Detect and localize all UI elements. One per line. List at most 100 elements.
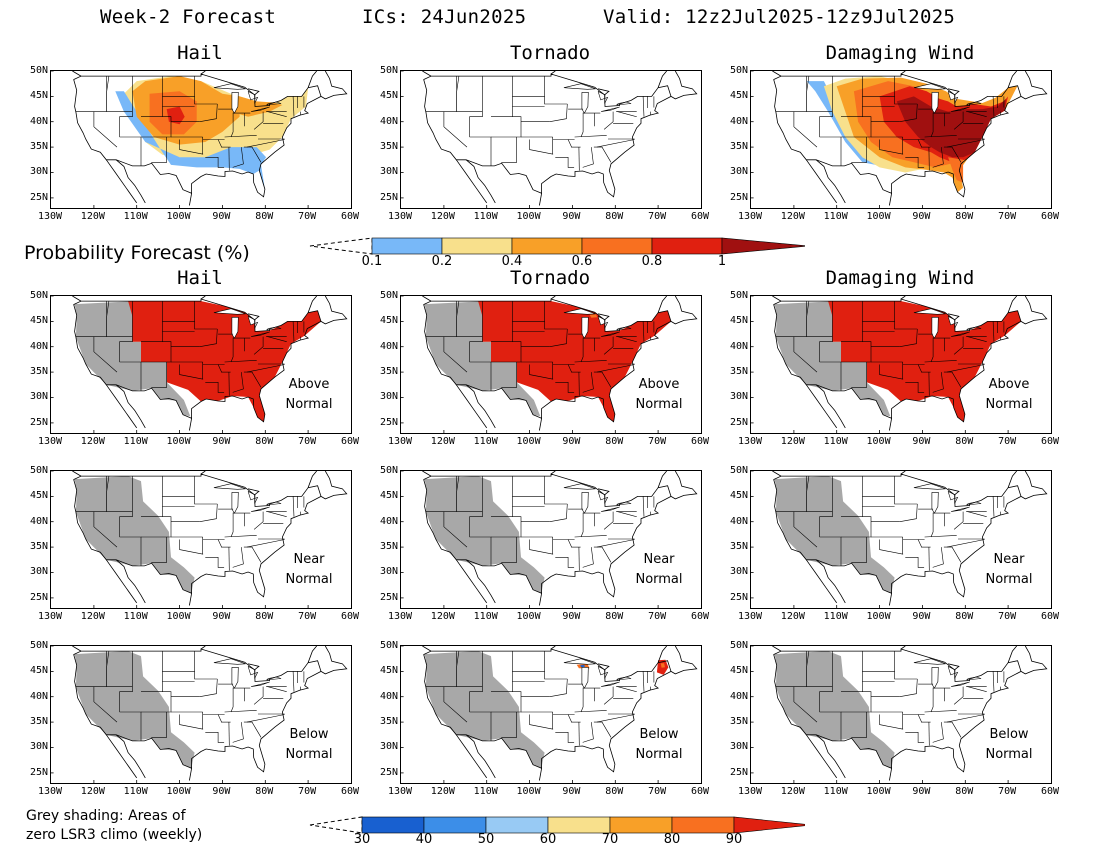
state-boundary (899, 103, 918, 122)
state-boundary (217, 364, 222, 373)
state-boundary (582, 722, 594, 743)
state-boundary (894, 651, 918, 680)
footnote-line2: zero LSR3 climo (weekly) (26, 827, 203, 843)
coastline (72, 646, 82, 652)
state-boundary (243, 546, 262, 563)
state-boundary (819, 136, 842, 166)
lon-tick-label: 60W (1040, 211, 1060, 222)
lon-tick-label: 110W (823, 611, 848, 622)
above-normal-label: Above Normal (969, 375, 1049, 415)
coastline (105, 159, 138, 204)
lake-outline (601, 106, 620, 112)
state-boundary (230, 112, 234, 138)
us-map (401, 646, 698, 783)
coastline (422, 296, 432, 302)
lat-tick-label: 50N (29, 640, 48, 651)
lat-tick-label: 25N (29, 766, 48, 778)
lon-tick-label: 60W (1040, 786, 1060, 797)
state-boundary (243, 146, 262, 163)
map-panel-hail-row3 (50, 645, 352, 784)
state-boundary (806, 301, 810, 337)
state-boundary (93, 111, 118, 148)
lat-tick-label: 50N (379, 65, 398, 76)
state-boundary (194, 301, 218, 330)
coastline (772, 646, 782, 652)
lon-tick-label: 110W (123, 436, 148, 447)
lon-tick-label: 70W (298, 611, 317, 622)
coastline (772, 296, 782, 302)
state-boundary (943, 371, 962, 388)
state-boundary (596, 714, 635, 723)
lon-tick-label: 100W (166, 611, 191, 622)
coastline (539, 768, 542, 781)
state-boundary (456, 301, 460, 337)
state-boundary (179, 139, 204, 155)
state-boundary (230, 337, 234, 363)
state-boundary (529, 539, 554, 555)
coastline (900, 296, 906, 300)
lon-tick-label: 70W (998, 611, 1017, 622)
state-boundary (179, 714, 204, 730)
lake-michigan (931, 492, 939, 514)
lake-outline (581, 491, 589, 514)
row-label-line1: Near (293, 552, 325, 567)
coastline (200, 71, 206, 75)
state-boundary (501, 362, 517, 388)
lake-outline (247, 91, 259, 104)
lon-tick-label: 110W (823, 786, 848, 797)
lake-outline (616, 676, 632, 681)
lake-outline (947, 91, 959, 104)
lat-tick-label: 50N (29, 65, 48, 76)
lake-outline (947, 316, 959, 329)
lon-tick-label: 80W (955, 436, 974, 447)
state-boundary (469, 76, 483, 137)
state-boundary (194, 476, 218, 505)
lon-tick-label: 130W (37, 786, 63, 797)
lake-michigan (581, 492, 589, 514)
lake-michigan (231, 667, 239, 689)
state-boundary (924, 360, 957, 363)
state-boundary (232, 147, 244, 168)
state-boundary (232, 547, 244, 568)
lat-tick-label: 40N (29, 340, 48, 352)
lake-michigan (931, 92, 939, 114)
column-title-hail: Hail (177, 42, 223, 64)
state-boundary (194, 76, 218, 105)
state-boundary (593, 146, 612, 163)
lon-tick-label: 110W (123, 786, 148, 797)
lon-tick-label: 130W (37, 611, 63, 622)
state-boundary (819, 301, 833, 362)
colorbar-segment (581, 237, 653, 255)
state-boundary (819, 76, 833, 137)
state-boundary (456, 76, 460, 112)
lake-outline (251, 106, 270, 112)
ics-label: ICs: 24Jun2025 (362, 6, 527, 28)
us-map (51, 471, 348, 608)
lon-tick-label: 120W (430, 211, 455, 222)
lon-tick-label: 80W (955, 786, 974, 797)
column-title-tornado-2: Tornado (509, 267, 591, 289)
coastline (248, 488, 260, 496)
lat-tick-label: 45N (729, 490, 748, 502)
coastline (815, 734, 846, 779)
state-boundary (567, 714, 572, 723)
state-boundary (93, 336, 118, 373)
lon-tick-label: 120W (780, 786, 805, 797)
state-boundary (932, 547, 944, 568)
state-boundary (253, 336, 264, 355)
lat-tick-label: 30N (29, 741, 48, 753)
state-boundary (924, 135, 957, 138)
lake-huron (248, 666, 258, 679)
coastline (670, 646, 698, 675)
lat-tick-label: 25N (379, 416, 398, 428)
lat-tick-label: 40N (379, 690, 398, 702)
coastline (657, 296, 668, 313)
coastline (105, 734, 138, 779)
coastline (539, 593, 542, 606)
state-boundary (582, 147, 594, 168)
lon-tick-label: 90W (912, 786, 931, 797)
state-boundary (574, 535, 607, 538)
coastline (73, 298, 322, 423)
state-boundary (932, 372, 944, 393)
lat-tick-label: 50N (379, 290, 398, 301)
